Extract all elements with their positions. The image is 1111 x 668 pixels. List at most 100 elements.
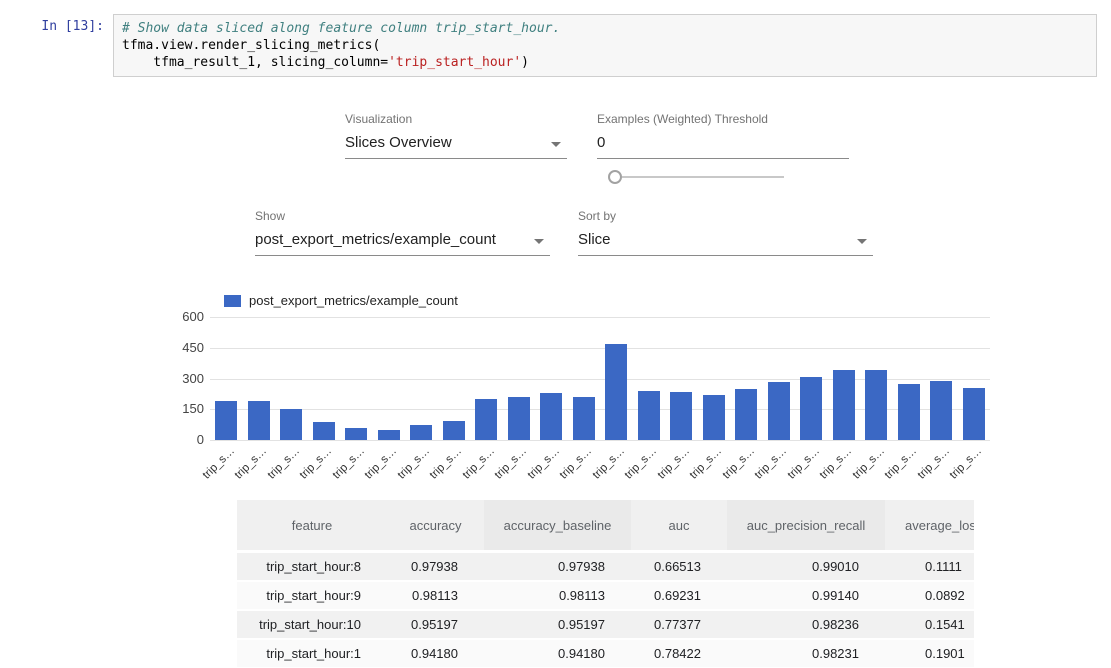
column-header-accuracy_baseline[interactable]: accuracy_baseline [484, 500, 631, 553]
table-row[interactable]: trip_start_hour:80.979380.979380.665130.… [237, 553, 974, 582]
metrics-table-container: featureaccuracyaccuracy_baselineaucauc_p… [237, 500, 974, 668]
slider-track[interactable] [622, 176, 784, 178]
x-tick-text: trip_s… [850, 445, 887, 482]
metrics-table: featureaccuracyaccuracy_baselineaucauc_p… [237, 500, 974, 668]
x-tick-text: trip_s… [818, 445, 855, 482]
x-tick-text: trip_s… [785, 445, 822, 482]
bar[interactable] [378, 430, 400, 440]
chart-legend: post_export_metrics/example_count [224, 293, 458, 308]
y-axis: 6004503001500 [140, 317, 204, 441]
bar[interactable] [573, 397, 595, 440]
bar[interactable] [410, 425, 432, 440]
bar-chart-plot-area [210, 317, 990, 440]
sort-by-dropdown[interactable]: Sort by Slice [578, 209, 873, 256]
dropdown-arrow-icon[interactable] [551, 142, 561, 147]
x-tick-text: trip_s… [428, 445, 465, 482]
bar[interactable] [248, 401, 270, 440]
table-cell[interactable]: 0.0892 [885, 582, 974, 611]
code-comment: # Show data sliced along feature column … [122, 21, 560, 36]
threshold-slider[interactable] [608, 169, 786, 185]
column-header-feature[interactable]: feature [237, 500, 387, 553]
bar[interactable] [475, 399, 497, 440]
column-header-accuracy[interactable]: accuracy [387, 500, 484, 553]
notebook-page: In [13]: # Show data sliced along featur… [0, 0, 1111, 668]
dropdown-arrow-icon[interactable] [857, 239, 867, 244]
table-cell[interactable]: 0.1111 [885, 553, 974, 582]
sort-by-value: Slice [578, 224, 873, 256]
code-string-literal: 'trip_start_hour' [388, 55, 521, 70]
bar[interactable] [768, 382, 790, 440]
bar[interactable] [963, 388, 985, 440]
x-tick-text: trip_s… [720, 445, 757, 482]
y-tick-label: 600 [140, 309, 204, 324]
table-cell[interactable]: 0.78422 [631, 640, 727, 668]
show-metric-dropdown[interactable]: Show post_export_metrics/example_count [255, 209, 550, 256]
table-cell[interactable]: 0.77377 [631, 611, 727, 640]
code-cell[interactable]: # Show data sliced along feature column … [113, 14, 1097, 77]
bar[interactable] [898, 384, 920, 440]
table-header-row: featureaccuracyaccuracy_baselineaucauc_p… [237, 500, 974, 553]
column-header-auc[interactable]: auc [631, 500, 727, 553]
table-cell[interactable]: trip_start_hour:9 [237, 582, 387, 611]
table-cell[interactable]: trip_start_hour:1 [237, 640, 387, 668]
bar[interactable] [638, 391, 660, 440]
code-call-line: tfma.view.render_slicing_metrics( [122, 38, 380, 53]
table-cell[interactable]: 0.95197 [387, 611, 484, 640]
x-tick-text: trip_s… [233, 445, 270, 482]
legend-label: post_export_metrics/example_count [249, 293, 458, 308]
table-cell[interactable]: 0.98113 [484, 582, 631, 611]
bar[interactable] [313, 422, 335, 440]
bar[interactable] [508, 397, 530, 440]
table-cell[interactable]: 0.94180 [387, 640, 484, 668]
table-cell[interactable]: 0.1901 [885, 640, 974, 668]
table-cell[interactable]: 0.97938 [387, 553, 484, 582]
slider-knob[interactable] [608, 170, 622, 184]
table-cell[interactable]: 0.94180 [484, 640, 631, 668]
show-label: Show [255, 209, 550, 223]
table-cell[interactable]: 0.98236 [727, 611, 885, 640]
table-cell[interactable]: 0.95197 [484, 611, 631, 640]
table-cell[interactable]: 0.98231 [727, 640, 885, 668]
bar[interactable] [833, 370, 855, 440]
legend-swatch [224, 295, 241, 307]
table-cell[interactable]: trip_start_hour:10 [237, 611, 387, 640]
gridline [210, 317, 990, 318]
bar[interactable] [800, 377, 822, 440]
table-cell[interactable]: 0.66513 [631, 553, 727, 582]
column-header-average_loss[interactable]: average_loss [885, 500, 974, 553]
table-cell[interactable]: 0.97938 [484, 553, 631, 582]
table-cell[interactable]: 0.1541 [885, 611, 974, 640]
x-tick-text: trip_s… [590, 445, 627, 482]
x-tick-text: trip_s… [883, 445, 920, 482]
x-tick-text: trip_s… [298, 445, 335, 482]
table-row[interactable]: trip_start_hour:10.941800.941800.784220.… [237, 640, 974, 668]
column-header-auc_precision_recall[interactable]: auc_precision_recall [727, 500, 885, 553]
bar[interactable] [540, 393, 562, 440]
x-tick-text: trip_s… [395, 445, 432, 482]
bar[interactable] [865, 370, 887, 440]
x-tick-text: trip_s… [460, 445, 497, 482]
bar[interactable] [215, 401, 237, 440]
bar[interactable] [703, 395, 725, 441]
x-tick-text: trip_s… [948, 445, 985, 482]
bar[interactable] [345, 428, 367, 440]
table-row[interactable]: trip_start_hour:90.981130.981130.692310.… [237, 582, 974, 611]
table-cell[interactable]: 0.69231 [631, 582, 727, 611]
bar[interactable] [735, 389, 757, 440]
table-cell[interactable]: 0.98113 [387, 582, 484, 611]
visualization-dropdown[interactable]: Visualization Slices Overview [345, 112, 567, 159]
table-cell[interactable]: 0.99140 [727, 582, 885, 611]
dropdown-arrow-icon[interactable] [534, 239, 544, 244]
bar[interactable] [670, 392, 692, 440]
bar[interactable] [443, 421, 465, 440]
x-tick-text: trip_s… [623, 445, 660, 482]
threshold-input[interactable] [597, 127, 849, 159]
table-cell[interactable]: trip_start_hour:8 [237, 553, 387, 582]
y-tick-label: 300 [140, 371, 204, 386]
table-cell[interactable]: 0.99010 [727, 553, 885, 582]
table-row[interactable]: trip_start_hour:100.951970.951970.773770… [237, 611, 974, 640]
bar[interactable] [930, 381, 952, 440]
bar[interactable] [280, 409, 302, 440]
bar[interactable] [605, 344, 627, 440]
x-tick-text: trip_s… [753, 445, 790, 482]
